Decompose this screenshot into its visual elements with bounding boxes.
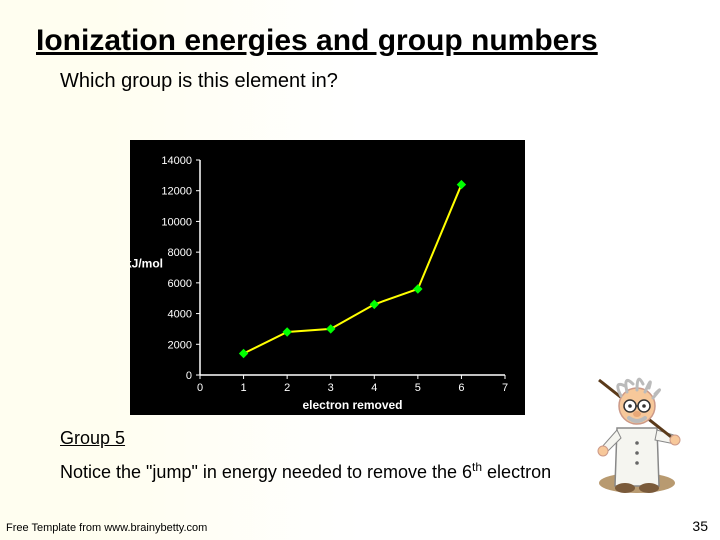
svg-text:kJ/mol: kJ/mol <box>130 257 163 271</box>
answer-text: Group 5 <box>60 428 125 449</box>
svg-text:6: 6 <box>458 382 464 394</box>
svg-text:1: 1 <box>241 382 247 394</box>
notice-text: Notice the "jump" in energy needed to re… <box>60 460 551 483</box>
svg-text:5: 5 <box>415 382 421 394</box>
svg-text:2: 2 <box>284 382 290 394</box>
svg-text:4: 4 <box>371 382 377 394</box>
svg-text:3: 3 <box>328 382 334 394</box>
svg-text:10000: 10000 <box>161 216 192 228</box>
ionization-chart: 0 2000 4000 6000 8000 10000 12000 14000 0 1 2 3 4 5 6 7… <box>130 140 525 415</box>
svg-text:12000: 12000 <box>161 186 192 198</box>
chart-svg: 0 2000 4000 6000 8000 10000 12000 14000 0 1 2 3 4 5 6 7… <box>130 140 525 415</box>
scientist-cartoon-icon <box>587 368 692 498</box>
footer-credit: Free Template from www.brainybetty.com <box>6 522 207 534</box>
notice-pre: Notice the "jump" in energy needed to re… <box>60 462 472 482</box>
svg-text:4000: 4000 <box>168 309 192 321</box>
svg-text:0: 0 <box>197 382 203 394</box>
question-text: Which group is this element in? <box>0 58 720 93</box>
notice-post: electron <box>482 462 551 482</box>
svg-text:14000: 14000 <box>161 155 192 167</box>
svg-text:7: 7 <box>502 382 508 394</box>
notice-sup: th <box>472 460 482 474</box>
page-number: 35 <box>692 518 708 534</box>
svg-text:8000: 8000 <box>168 247 192 259</box>
svg-text:0: 0 <box>186 370 192 382</box>
svg-text:2000: 2000 <box>168 339 192 351</box>
svg-text:6000: 6000 <box>168 278 192 290</box>
page-title: Ionization energies and group numbers <box>0 0 720 58</box>
svg-text:electron removed: electron removed <box>302 398 402 412</box>
